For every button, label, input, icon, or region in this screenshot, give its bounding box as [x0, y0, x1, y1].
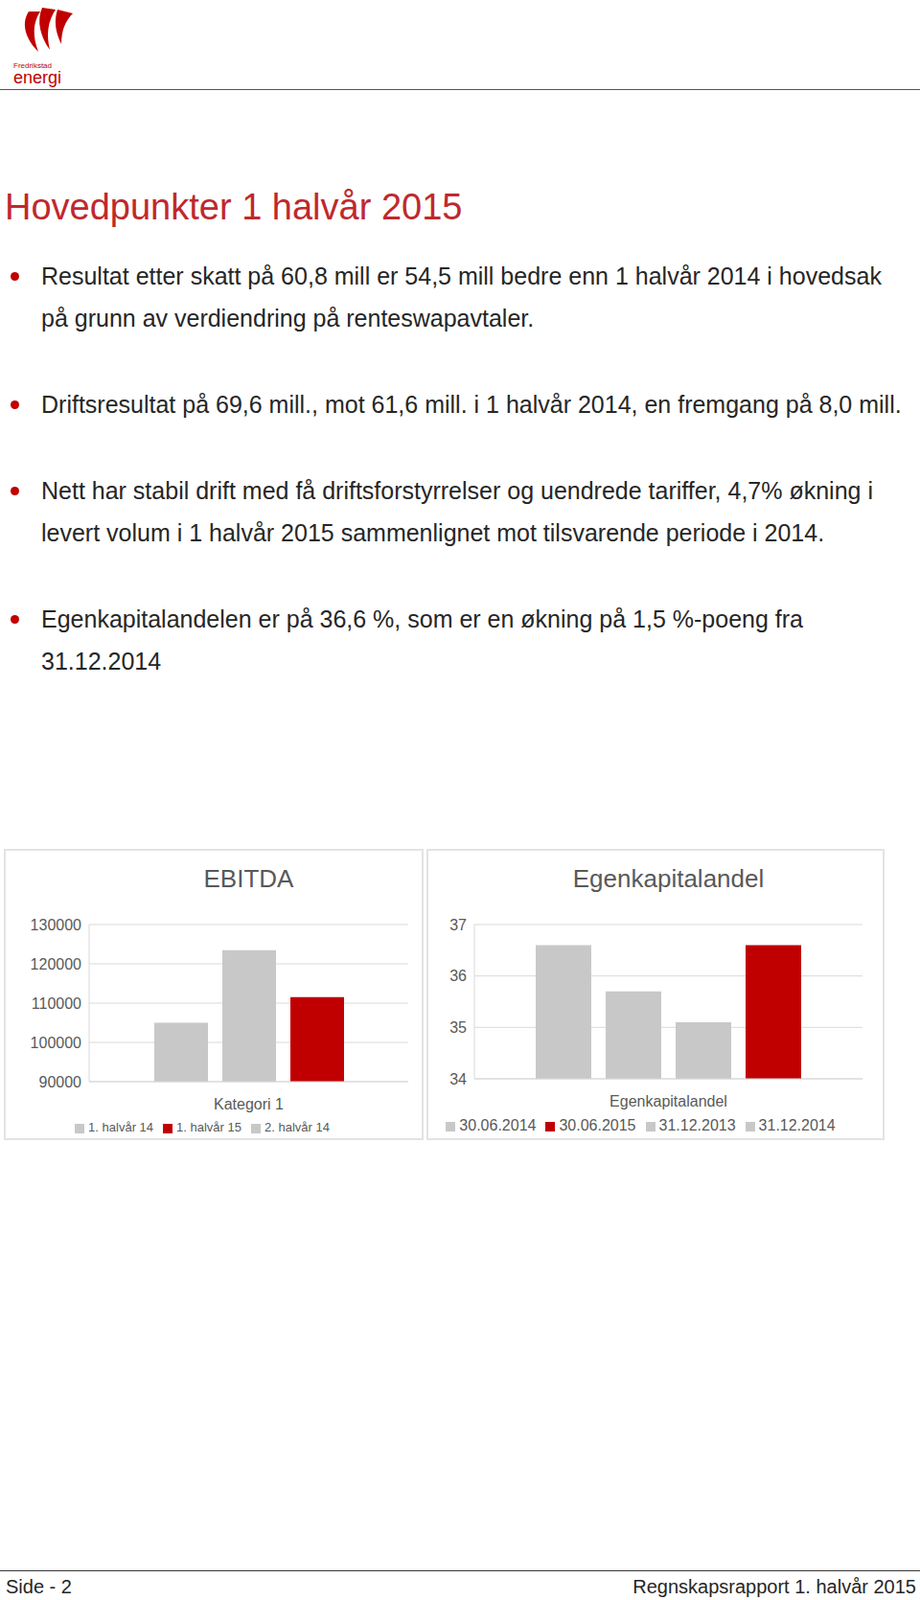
svg-text:130000: 130000 — [30, 917, 82, 934]
svg-text:120000: 120000 — [30, 956, 82, 973]
svg-text:34: 34 — [449, 1071, 467, 1088]
svg-text:35: 35 — [449, 1019, 467, 1036]
html-text:1. halvår 14: 1. halvår 14 — [88, 1120, 154, 1135]
html-text:30.06.2015: 30.06.2015 — [559, 1117, 636, 1134]
html-text:31.12.2014: 31.12.2014 — [758, 1117, 836, 1134]
html-text:EBITDA: EBITDA — [203, 864, 294, 894]
html-text:Side - 2: Side - 2 — [5, 1576, 72, 1598]
html-text:31.12.2013: 31.12.2013 — [658, 1117, 736, 1134]
html-text:30.06.2014: 30.06.2014 — [459, 1117, 537, 1134]
html-text:Regnskapsrapport 1. halvår 201: Regnskapsrapport 1. halvår 2015 — [632, 1576, 917, 1598]
svg-text:110000: 110000 — [31, 995, 82, 1012]
svg-text:90000: 90000 — [39, 1074, 83, 1091]
html-text:2. halvår 14: 2. halvår 14 — [264, 1120, 330, 1135]
html-text:Egenkapitalandelen er på 36,6: Egenkapitalandelen er på 36,6 %, som er … — [41, 605, 804, 675]
html-text:Nett har stabil drift med få d: Nett har stabil drift med få driftsforst… — [41, 477, 874, 547]
svg-text:100000: 100000 — [30, 1035, 82, 1052]
html-text:Driftsresultat på 69,6 mill.,: Driftsresultat på 69,6 mill., mot 61,6 m… — [41, 391, 902, 418]
html-text:Fredrikstad: Fredrikstad — [13, 61, 52, 70]
html-text:Hovedpunkter 1 halvår 2015: Hovedpunkter 1 halvår 2015 — [4, 186, 463, 228]
svg-text:36: 36 — [449, 967, 467, 985]
svg-text:37: 37 — [449, 917, 467, 934]
svg-text:Kategori 1: Kategori 1 — [213, 1096, 284, 1113]
html-text:energi: energi — [13, 68, 62, 88]
html-text:1. halvår 15: 1. halvår 15 — [176, 1120, 242, 1135]
html-text:Resultat etter skatt på 60,8 m: Resultat etter skatt på 60,8 mill er 54,… — [41, 262, 882, 332]
html-text:Egenkapitalandel: Egenkapitalandel — [572, 864, 765, 894]
svg-text:Egenkapitalandel: Egenkapitalandel — [609, 1093, 728, 1110]
